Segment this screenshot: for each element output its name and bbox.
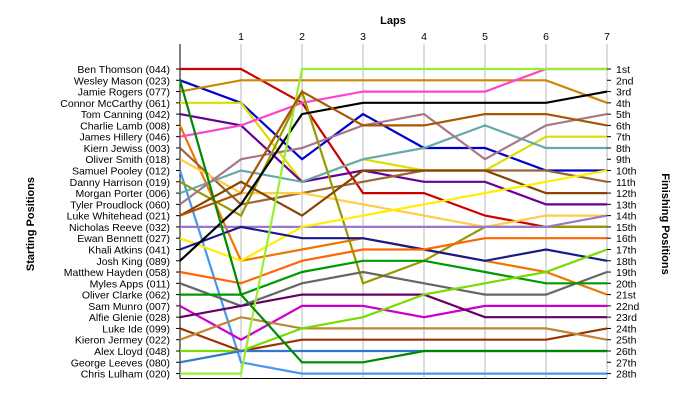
driver-name-12: Morgan Porter (006)	[75, 188, 170, 200]
driver-name-28: Chris Lulham (020)	[81, 369, 170, 381]
driver-line-28	[180, 67, 607, 375]
driver-line-29	[178, 79, 607, 364]
driver-name-27: George Leeves (080)	[71, 357, 170, 369]
driver-line-8	[179, 147, 608, 206]
driver-name-2: Wesley Mason (023)	[74, 75, 170, 87]
finishing-position-1: 1st	[616, 64, 630, 76]
finishing-position-11: 11th	[616, 177, 636, 189]
lap-tick-6: 6	[543, 31, 549, 43]
driver-line-18	[179, 90, 608, 262]
driver-line-15	[180, 214, 608, 228]
driver-line-23	[179, 293, 607, 319]
driver-line-22	[179, 304, 607, 341]
finishing-position-28: 28th	[616, 369, 637, 381]
driver-name-6: Charlie Lamb (008)	[80, 120, 170, 132]
driver-lines	[178, 67, 608, 375]
driver-name-15: Nicholas Reeve (032)	[69, 222, 170, 234]
driver-line-30	[179, 90, 608, 217]
driver-name-8: Kiern Jewiss (003)	[84, 143, 170, 155]
driver-name-13: Tyler Proudlock (060)	[70, 199, 170, 211]
starting-position-labels: Ben Thomson (044)Wesley Mason (023)Jamie…	[60, 64, 170, 381]
finishing-position-24: 24th	[616, 323, 637, 335]
driver-name-25: Kieron Jermey (022)	[75, 335, 170, 347]
driver-name-19: Matthew Hayden (058)	[64, 267, 170, 279]
lap-tick-labels: 1 2 3 4 5 6 7	[238, 31, 610, 43]
driver-name-5: Tom Canning (042)	[81, 109, 170, 121]
finishing-position-7: 7th	[616, 132, 631, 144]
finishing-position-14: 14th	[616, 211, 637, 223]
finishing-position-9: 9th	[616, 154, 631, 166]
finishing-position-3: 3rd	[616, 87, 631, 99]
finishing-position-13: 13th	[616, 199, 637, 211]
driver-line-26	[180, 248, 608, 353]
finishing-position-10: 10th	[616, 166, 637, 178]
driver-line-21	[180, 259, 607, 296]
driver-line-2	[179, 79, 607, 172]
finishing-position-20: 20th	[616, 278, 637, 290]
finishing-position-22: 22nd	[616, 301, 640, 313]
driver-name-20: Myles Apps (011)	[90, 278, 170, 290]
driver-name-4: Connor McCarthy (061)	[60, 98, 170, 110]
driver-line-12	[179, 124, 607, 195]
finishing-position-25: 25th	[616, 335, 637, 347]
driver-name-17: Khali Atkins (041)	[88, 244, 170, 256]
lap-tick-2: 2	[299, 31, 305, 43]
finishing-position-18: 18th	[616, 256, 637, 268]
driver-line-4	[180, 101, 607, 184]
finishing-position-labels: 1st2nd3rd4th5th6th7th8th9th10th11th12th1…	[616, 64, 640, 381]
finishing-position-2: 2nd	[616, 75, 634, 87]
finishing-position-12: 12th	[616, 188, 637, 200]
driver-name-26: Alex Lloyd (048)	[94, 346, 170, 358]
driver-line-17	[179, 225, 608, 262]
finishing-position-16: 16th	[616, 233, 637, 245]
driver-line-20	[179, 270, 608, 308]
driver-line-16	[179, 169, 608, 263]
driver-name-3: Jamie Rogers (077)	[78, 87, 170, 99]
finishing-position-6: 6th	[616, 120, 631, 132]
driver-name-23: Alfie Glenie (028)	[89, 312, 170, 324]
driver-name-16: Ewan Bennett (027)	[77, 233, 170, 245]
lap-tick-1: 1	[238, 31, 244, 43]
lap-tick-5: 5	[482, 31, 488, 43]
driver-name-1: Ben Thomson (044)	[77, 64, 170, 76]
right-axis-title: Finishing Positions	[659, 173, 671, 274]
lap-tick-7: 7	[604, 31, 610, 43]
lap-tick-4: 4	[421, 31, 427, 43]
driver-name-11: Danny Harrison (019)	[70, 177, 170, 189]
driver-name-9: Oliver Smith (018)	[85, 154, 170, 166]
driver-line-19	[179, 237, 607, 285]
finishing-position-15: 15th	[616, 222, 637, 234]
lap-tick-3: 3	[360, 31, 366, 43]
driver-name-14: Luke Whitehead (021)	[67, 211, 170, 223]
finishing-position-4: 4th	[616, 98, 631, 110]
finishing-position-5: 5th	[616, 109, 631, 121]
driver-line-3	[179, 79, 608, 104]
driver-name-22: Sam Munro (007)	[88, 301, 170, 313]
driver-line-13	[179, 112, 608, 206]
driver-line-10	[178, 170, 607, 375]
driver-name-24: Luke Ide (099)	[102, 323, 170, 335]
driver-line-24	[179, 327, 608, 353]
driver-line-7	[179, 67, 607, 138]
finishing-position-21: 21st	[616, 290, 636, 302]
driver-name-10: Samuel Pooley (012)	[72, 166, 170, 178]
finishing-position-23: 23rd	[616, 312, 637, 324]
driver-line-25	[179, 316, 608, 341]
driver-name-21: Oliver Clarke (062)	[82, 290, 170, 302]
x-axis-title: Laps	[380, 15, 406, 27]
left-axis-title: Starting Positions	[25, 177, 37, 271]
driver-name-7: James Hillery (046)	[80, 132, 170, 144]
driver-name-18: Josh King (089)	[96, 256, 170, 268]
finishing-position-27: 27th	[616, 357, 637, 369]
finishing-position-8: 8th	[616, 143, 631, 155]
finishing-position-19: 19th	[616, 267, 637, 279]
finishing-position-17: 17th	[616, 244, 637, 256]
finishing-position-26: 26th	[616, 346, 637, 358]
lap-gridlines	[176, 44, 611, 380]
driver-line-1	[180, 67, 607, 228]
